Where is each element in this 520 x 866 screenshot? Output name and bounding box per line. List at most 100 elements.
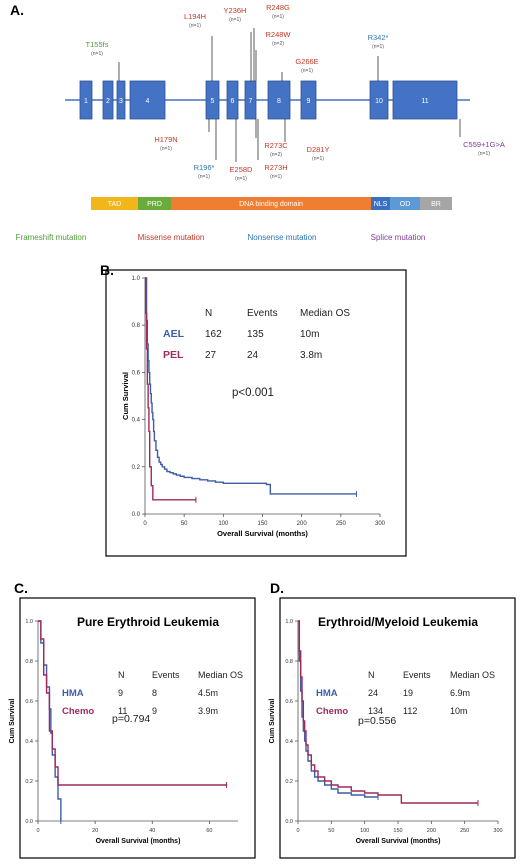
mutation-count: (n=2) (272, 41, 284, 47)
legend-series-name: PEL (163, 349, 184, 361)
domain-label: TAD (108, 201, 121, 208)
y-tick-label: 0.0 (25, 819, 33, 825)
table-cell-n: 27 (205, 350, 217, 361)
y-tick-label: 0.8 (132, 323, 141, 329)
table-header: Median OS (450, 670, 495, 680)
domain-label: NLS (374, 201, 388, 208)
mutation-count: (n=1) (372, 44, 384, 50)
mutation-label: H179N (154, 135, 177, 144)
exon-box (226, 80, 239, 120)
mutation-label: R196* (194, 163, 215, 172)
survival-curve-ael (145, 277, 357, 495)
x-tick-label: 100 (360, 828, 369, 834)
y-tick-label: 1.0 (285, 619, 293, 625)
table-cell-events: 9 (152, 706, 157, 716)
y-tick-label: 0.6 (132, 370, 141, 376)
x-tick-label: 200 (427, 828, 436, 834)
table-cell-events: 19 (403, 688, 413, 698)
survival-curve-chemo (298, 620, 478, 804)
y-tick-label: 0.8 (285, 659, 293, 665)
exon-box (205, 80, 220, 120)
table-cell-n: 11 (118, 706, 127, 716)
y-tick-label: 0.0 (285, 819, 293, 825)
mutation-label: R273C (264, 141, 288, 150)
mutation-count: (n=1) (160, 146, 172, 152)
x-tick-label: 300 (493, 828, 502, 834)
mutation-label: Y236H (224, 6, 247, 15)
y-tick-label: 0.4 (25, 739, 33, 745)
exon-box (129, 80, 166, 120)
x-axis-label: Overall Survival (months) (217, 529, 308, 538)
mutation-type-legend: Splice mutation (371, 233, 426, 242)
p-value-annotation: p=0.556 (358, 715, 396, 727)
chart-title: Pure Erythroid Leukemia (77, 615, 219, 629)
protein-domain (390, 197, 420, 210)
legend-series-name: HMA (62, 688, 84, 699)
mutation-count: (n=2) (270, 152, 282, 158)
x-tick-label: 60 (206, 828, 212, 834)
y-tick-label: 0.2 (132, 465, 141, 471)
table-cell-median: 3.9m (198, 706, 218, 716)
chart-title: Erythroid/Myeloid Leukemia (318, 615, 478, 629)
x-tick-label: 250 (336, 521, 347, 527)
tp53-lollipop-diagram: 1 2 3 4 5 6 7 8 9 10 11 T155fs (n=1) L194H (n=1) Y236H (… (16, 3, 505, 242)
table-cell-events: 112 (403, 706, 417, 716)
mutation-label: D281Y (307, 145, 330, 154)
mutation-count: (n=1) (189, 23, 201, 29)
panel-a-label: A. (10, 2, 24, 18)
protein-domain (171, 197, 371, 210)
y-tick-label: 0.6 (285, 699, 293, 705)
table-header: Events (152, 670, 180, 680)
mutation-type-legend: Nonsense mutation (248, 233, 317, 242)
chart-frame (105, 269, 407, 557)
table-header: N (368, 670, 375, 680)
table-cell-events: 135 (247, 329, 264, 340)
mutation-count: (n=1) (270, 174, 282, 180)
mutation-label: C559+1G>A (463, 140, 505, 149)
exon-box (267, 80, 291, 120)
mutation-count: (n=1) (301, 68, 313, 74)
p-value-annotation: p=0.794 (112, 713, 150, 725)
exon-box (79, 80, 93, 120)
mutation-type-legend: Missense mutation (138, 233, 205, 242)
table-cell-n: 9 (118, 688, 123, 698)
table-header: Median OS (198, 670, 243, 680)
survival-curve-chemo (38, 620, 227, 786)
x-tick-label: 20 (92, 828, 98, 834)
exon-box (369, 80, 389, 120)
panel-d-label: D. (270, 580, 284, 596)
x-tick-label: 250 (460, 828, 469, 834)
y-tick-label: 0.0 (132, 512, 141, 518)
y-axis-label: Cum Survival (121, 372, 130, 420)
mutation-count: (n=1) (312, 156, 324, 162)
mutation-count: (n=1) (198, 174, 210, 180)
legend-series-name: AEL (163, 328, 185, 340)
y-tick-label: 0.6 (25, 699, 33, 705)
table-cell-median: 3.8m (300, 350, 322, 361)
exon-label: 4 (146, 98, 150, 105)
panel-c-label: C. (14, 580, 28, 596)
table-cell-median: 6.9m (450, 688, 470, 698)
table-cell-n: 24 (368, 688, 378, 698)
x-tick-label: 40 (149, 828, 155, 834)
y-tick-label: 0.8 (25, 659, 33, 665)
protein-domain (371, 197, 390, 210)
mutation-label: E258D (230, 165, 254, 174)
mutation-count: (n=1) (229, 17, 241, 23)
x-tick-label: 200 (297, 521, 308, 527)
exon-label: 9 (307, 98, 311, 105)
x-tick-label: 150 (393, 828, 402, 834)
exon-box (300, 80, 317, 120)
domain-label: PRD (147, 201, 162, 208)
table-cell-median: 4.5m (198, 688, 218, 698)
mutation-label: T155fs (86, 40, 109, 49)
table-cell-n: 162 (205, 329, 222, 340)
exon-box (392, 80, 458, 120)
x-axis-label: Overall Survival (months) (356, 838, 441, 845)
x-tick-label: 0 (36, 828, 39, 834)
y-axis-label: Cum Survival (269, 699, 276, 744)
table-cell-median: 10m (300, 329, 319, 340)
x-tick-label: 100 (218, 521, 229, 527)
exon-label: 2 (106, 98, 110, 105)
km-chart-b: 0 50 100 150 200 250 300 0.0 0.2 0.4 0.6 0.8 1.0 Over… (105, 269, 407, 557)
